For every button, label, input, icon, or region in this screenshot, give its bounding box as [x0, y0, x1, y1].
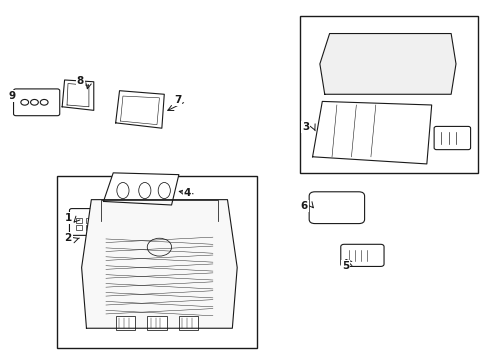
Polygon shape — [312, 102, 431, 164]
Polygon shape — [319, 33, 455, 94]
FancyBboxPatch shape — [340, 244, 383, 266]
Polygon shape — [116, 91, 164, 128]
Bar — [85, 218, 92, 223]
Bar — [76, 218, 82, 223]
Bar — [116, 316, 135, 330]
Text: 3: 3 — [301, 122, 308, 132]
Text: 1: 1 — [64, 213, 72, 223]
Bar — [85, 225, 92, 230]
Text: 7: 7 — [174, 95, 181, 105]
Bar — [300, 16, 477, 173]
Polygon shape — [103, 173, 179, 205]
Bar — [57, 176, 256, 348]
Text: 8: 8 — [77, 76, 84, 86]
Text: 9: 9 — [9, 91, 16, 100]
FancyBboxPatch shape — [308, 192, 364, 224]
FancyBboxPatch shape — [69, 208, 101, 235]
Text: 6: 6 — [300, 201, 307, 211]
Text: 2: 2 — [64, 233, 72, 243]
FancyBboxPatch shape — [433, 126, 469, 150]
Polygon shape — [81, 200, 237, 328]
Text: 5: 5 — [341, 261, 348, 271]
Bar — [76, 225, 82, 230]
Text: 4: 4 — [183, 188, 191, 198]
Bar — [147, 316, 166, 330]
Bar — [179, 316, 198, 330]
FancyBboxPatch shape — [14, 89, 60, 116]
